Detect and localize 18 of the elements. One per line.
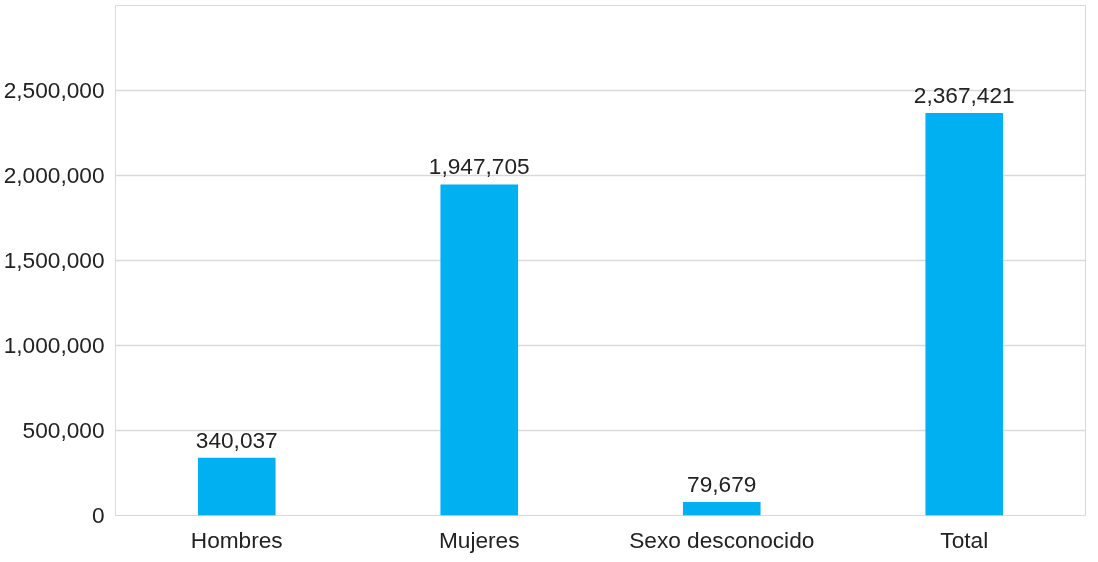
x-tick-label: Hombres — [190, 526, 283, 553]
data-label: 2,367,421 — [913, 82, 1015, 109]
data-label: 340,037 — [195, 426, 278, 453]
x-tick-label: Mujeres — [438, 526, 520, 553]
y-tick-label: 1,500,000 — [3, 247, 105, 273]
bar — [682, 501, 761, 516]
bar — [197, 457, 276, 516]
x-tick-label: Total — [940, 526, 989, 553]
y-tick-label: 2,500,000 — [3, 77, 105, 103]
y-tick-label: 1,000,000 — [3, 332, 105, 358]
y-tick-label: 0 — [91, 502, 105, 528]
bar — [925, 113, 1004, 516]
y-tick-label: 500,000 — [22, 417, 105, 443]
x-tick-label: Sexo desconocido — [629, 526, 815, 553]
bar — [440, 184, 519, 516]
y-tick-label: 2,000,000 — [3, 162, 105, 188]
data-label: 79,679 — [687, 470, 757, 497]
data-label: 1,947,705 — [428, 153, 530, 180]
